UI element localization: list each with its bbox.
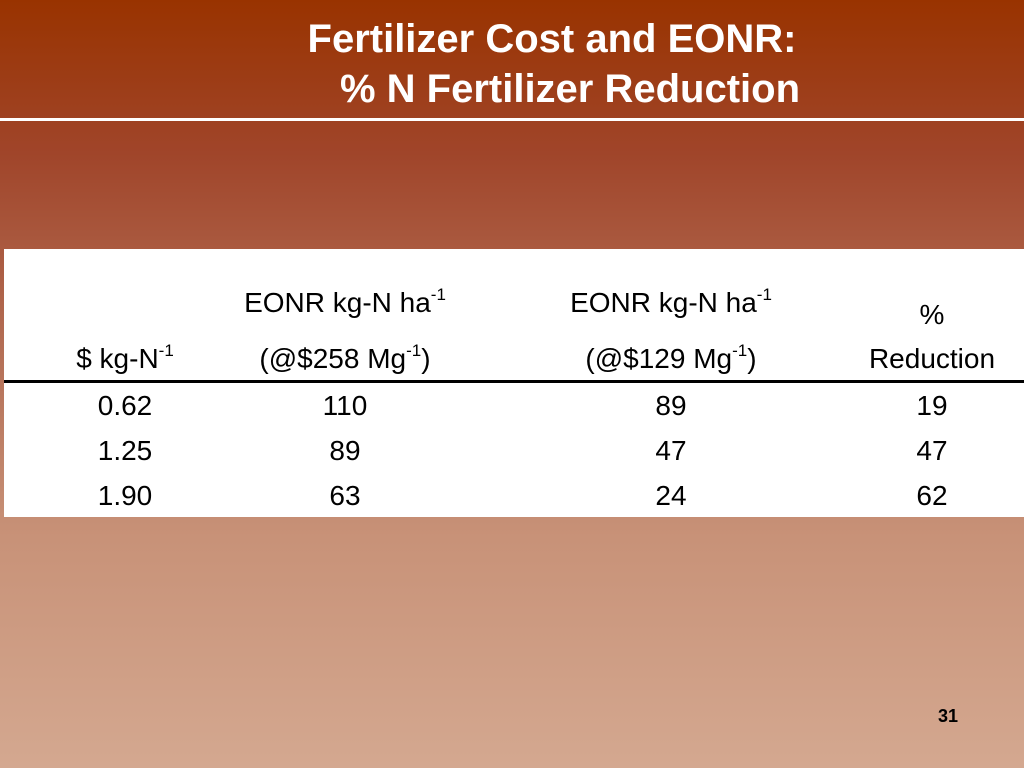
cell-reduction: 47 [916,435,948,466]
cell-cost: 0.62 [97,390,153,421]
cell-reduction: 62 [916,480,948,511]
cell-eonr-129: 24 [655,480,687,511]
cell-reduction: 19 [916,390,948,421]
table-panel [4,249,1024,517]
title-line-1: Fertilizer Cost and EONR: [307,17,797,61]
title-line-2: % N Fertilizer Reduction [339,67,801,111]
cell-eonr-258: 63 [329,480,361,511]
cell-cost: 1.25 [97,435,153,466]
header-eonr-258-line2: (@$258 Mg-1) [259,340,431,374]
cell-eonr-129: 89 [655,390,687,421]
header-eonr-129-line2: (@$129 Mg-1) [585,340,757,374]
cell-eonr-258: 110 [322,390,368,421]
table-row: 1.90 63 24 62 [0,474,1024,518]
header-cost: $ kg-N-1 [76,340,174,374]
table-row: 1.25 89 47 47 [0,429,1024,473]
slide-title: Fertilizer Cost and EONR: % N Fertilizer… [0,14,1024,114]
cell-eonr-129: 47 [655,435,687,466]
header-reduction: Reduction [868,343,996,374]
title-divider [0,118,1024,121]
header-eonr-129-line1: EONR kg-N ha-1 [570,284,772,318]
header-eonr-258-line1: EONR kg-N ha-1 [244,284,446,318]
page-number: 31 [937,706,959,726]
table-row: 0.62 110 89 19 [0,384,1024,428]
header-percent: % [919,299,945,330]
cell-cost: 1.90 [97,480,153,511]
header-divider [4,380,1024,383]
cell-eonr-258: 89 [329,435,361,466]
